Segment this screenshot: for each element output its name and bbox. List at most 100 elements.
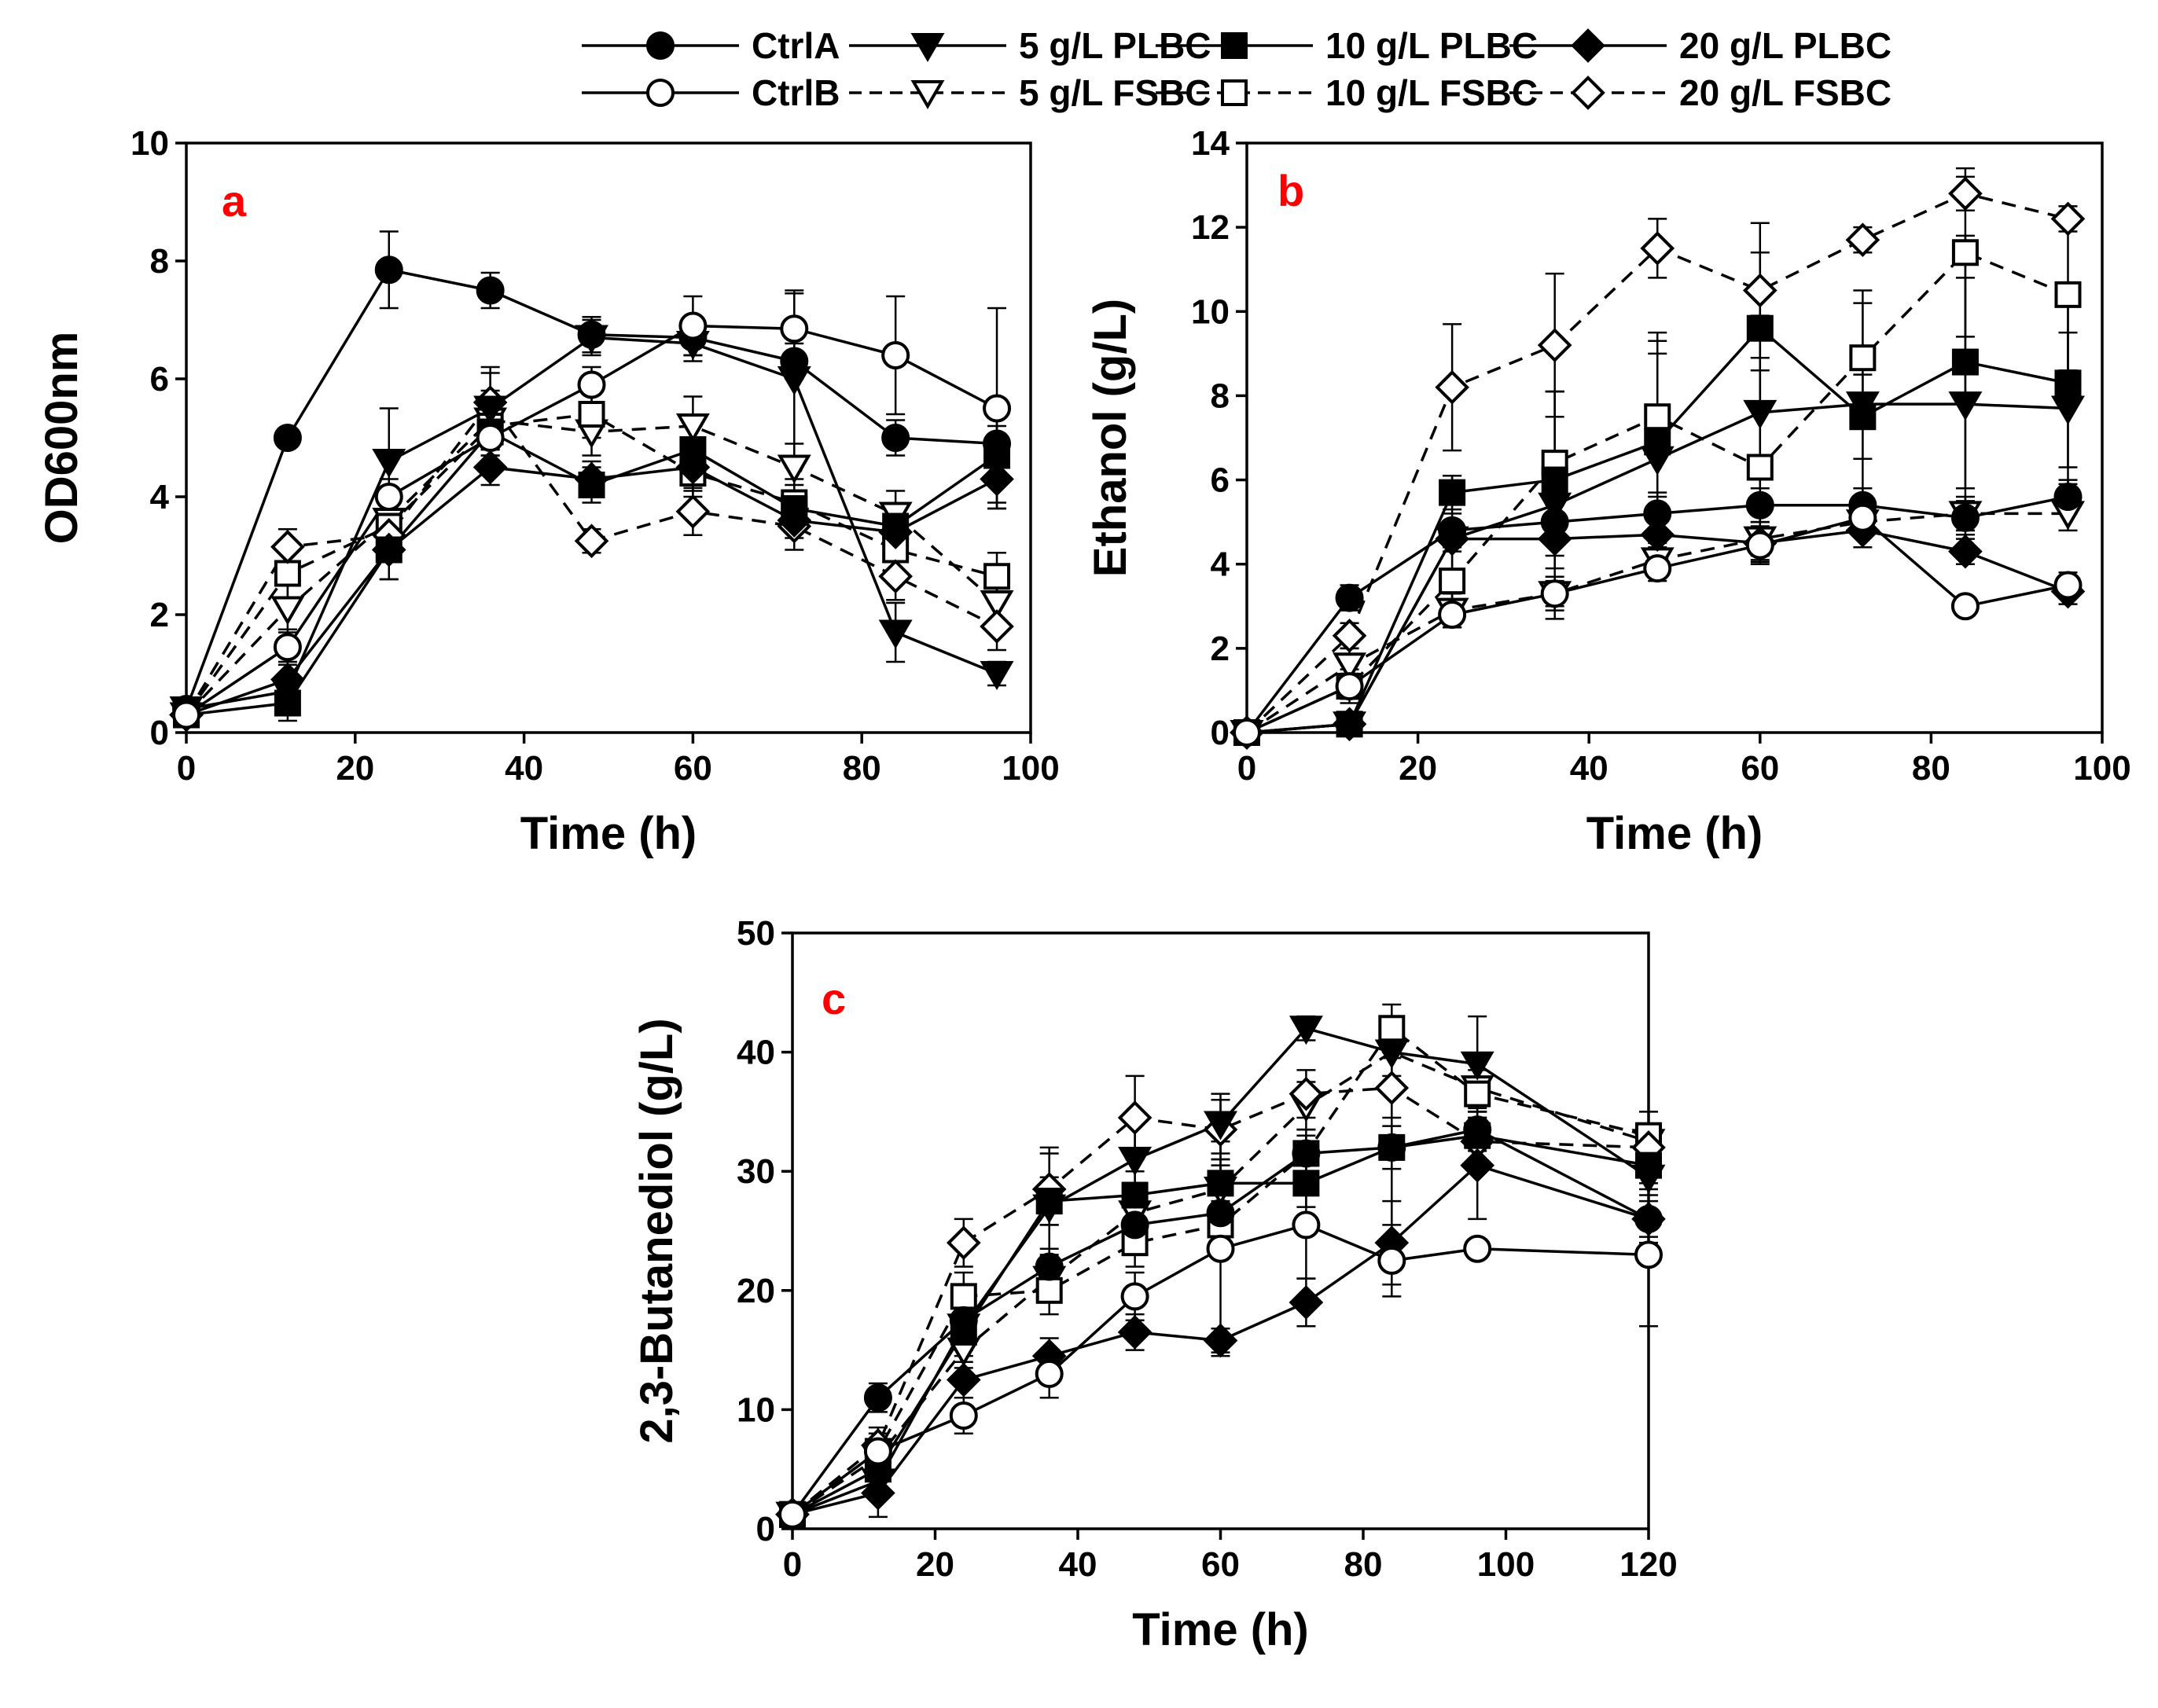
data-point-f20 — [980, 609, 1014, 644]
data-point-f5 — [980, 590, 1014, 619]
data-point-ctrlB — [1335, 672, 1364, 701]
data-point-f20 — [1435, 369, 1469, 405]
data-point-p5 — [980, 661, 1014, 690]
y-tick-label: 4 — [150, 478, 170, 516]
x-tick-label: 100 — [1002, 749, 1059, 788]
y-tick-label: 40 — [737, 1034, 775, 1072]
data-point-ctrlB — [1120, 1282, 1149, 1311]
x-tick-label: 80 — [1912, 749, 1950, 788]
plot-frame-b — [1245, 141, 2104, 734]
data-point-p5 — [1538, 492, 1572, 522]
legend-marker-ctrlA — [646, 31, 675, 60]
data-point-p10 — [1292, 1170, 1320, 1197]
data-point-p10 — [1746, 314, 1774, 342]
data-point-p10 — [1378, 1133, 1406, 1161]
data-point-ctrlB — [1634, 1240, 1663, 1269]
data-point-ctrlB — [881, 341, 910, 369]
data-point-p5 — [878, 619, 913, 649]
data-point-ctrlA — [1745, 490, 1774, 520]
data-point-p20 — [1203, 1323, 1238, 1358]
data-point-f20 — [270, 529, 305, 564]
data-point-p10 — [1207, 1170, 1234, 1197]
data-point-p5 — [1948, 391, 1983, 421]
series-line-p5 — [792, 1027, 1649, 1516]
data-point-p20 — [1332, 707, 1367, 742]
data-point-ctrlA — [1335, 583, 1364, 612]
data-point-ctrlB — [1950, 592, 1980, 621]
data-point-p5 — [1460, 1051, 1494, 1081]
y-tick-label: 10 — [737, 1390, 775, 1429]
data-point-f20 — [1374, 1071, 1410, 1105]
legend-label-p20: 20 g/L PLBC — [1679, 25, 1891, 66]
y-tick-label: 0 — [1211, 714, 1230, 752]
series-line-p10 — [792, 1133, 1649, 1516]
data-point-ctrlB — [476, 424, 505, 452]
data-point-ctrlB — [1463, 1234, 1492, 1263]
data-point-ctrlA — [1206, 1199, 1235, 1228]
panel-c-chart: 0 20 40 60 80 100 120 0 10 20 30 40 50 Time (h) 2,3-Bu… — [631, 914, 1678, 1655]
data-point-p20 — [1460, 1148, 1495, 1183]
data-point-ctrlB — [1745, 531, 1774, 560]
x-tick-label: 80 — [1344, 1545, 1383, 1584]
data-point-f20 — [675, 494, 711, 529]
y-tick-label: 6 — [150, 360, 169, 399]
legend-marker-ctrlB — [646, 79, 675, 107]
x-axis-label: Time (h) — [1132, 1604, 1309, 1655]
data-point-p10 — [1849, 403, 1877, 431]
data-point-p20 — [1631, 1202, 1666, 1236]
data-point-p5 — [2051, 395, 2085, 425]
data-point-p20 — [878, 515, 913, 549]
data-point-ctrlA — [1120, 1210, 1149, 1240]
x-tick-label: 20 — [916, 1545, 954, 1584]
data-point-f10 — [1746, 454, 1774, 481]
panel-a-chart: 0 20 40 60 80 100 0 2 4 6 8 10 Time (h) OD600nm a — [36, 124, 1060, 859]
data-point-ctrlA — [273, 424, 302, 452]
data-point-ctrlB — [678, 311, 708, 340]
data-point-p20 — [1948, 534, 1983, 569]
data-point-f5 — [270, 596, 305, 626]
series-line-p20 — [792, 1163, 1649, 1516]
data-point-ctrlB — [1233, 718, 1261, 747]
data-point-p10 — [950, 1318, 977, 1346]
data-point-p20 — [1435, 521, 1469, 556]
data-point-p10 — [1635, 1152, 1662, 1179]
data-point-ctrlB — [780, 314, 809, 343]
data-point-f20 — [946, 1225, 981, 1260]
data-point-f10 — [578, 401, 605, 428]
x-axis-label: Time (h) — [1586, 808, 1763, 859]
data-point-ctrlB — [1206, 1234, 1235, 1263]
legend-marker-f10 — [1221, 79, 1248, 106]
data-point-ctrlB — [778, 1500, 807, 1529]
panel-label: b — [1278, 166, 1304, 215]
data-point-p20 — [574, 461, 609, 497]
data-point-p10 — [1439, 479, 1466, 506]
data-point-f10 — [983, 563, 1011, 590]
data-point-p10 — [1541, 466, 1568, 494]
data-point-ctrlB — [273, 633, 302, 662]
x-tick-label: 80 — [843, 749, 881, 788]
plot-frame-a — [185, 141, 1032, 734]
data-point-ctrlA — [2053, 483, 2083, 511]
y-tick-label: 2 — [1211, 630, 1230, 668]
data-point-f20 — [1332, 618, 1367, 653]
data-point-p20 — [1640, 517, 1675, 553]
data-point-p10 — [1951, 348, 1979, 376]
data-point-f10 — [950, 1283, 977, 1310]
data-point-f20 — [1537, 328, 1572, 362]
x-tick-label: 40 — [505, 749, 543, 788]
x-axis-label: Time (h) — [520, 808, 697, 859]
data-point-p10 — [679, 436, 707, 463]
data-point-f5 — [1333, 652, 1367, 682]
data-point-ctrlB — [983, 394, 1012, 423]
legend-marker-f5 — [910, 80, 945, 109]
legend-marker-p10 — [1221, 32, 1248, 59]
x-tick-label: 100 — [2073, 749, 2130, 788]
y-tick-label: 0 — [756, 1510, 775, 1548]
data-point-p5 — [1374, 1039, 1409, 1069]
data-point-ctrlB — [374, 483, 403, 511]
x-tick-label: 0 — [177, 749, 196, 788]
legend-label-f20: 20 g/L FSBC — [1679, 72, 1891, 113]
data-point-ctrlB — [172, 700, 200, 729]
data-point-p5 — [1289, 1016, 1323, 1045]
data-point-f10 — [2054, 281, 2082, 308]
